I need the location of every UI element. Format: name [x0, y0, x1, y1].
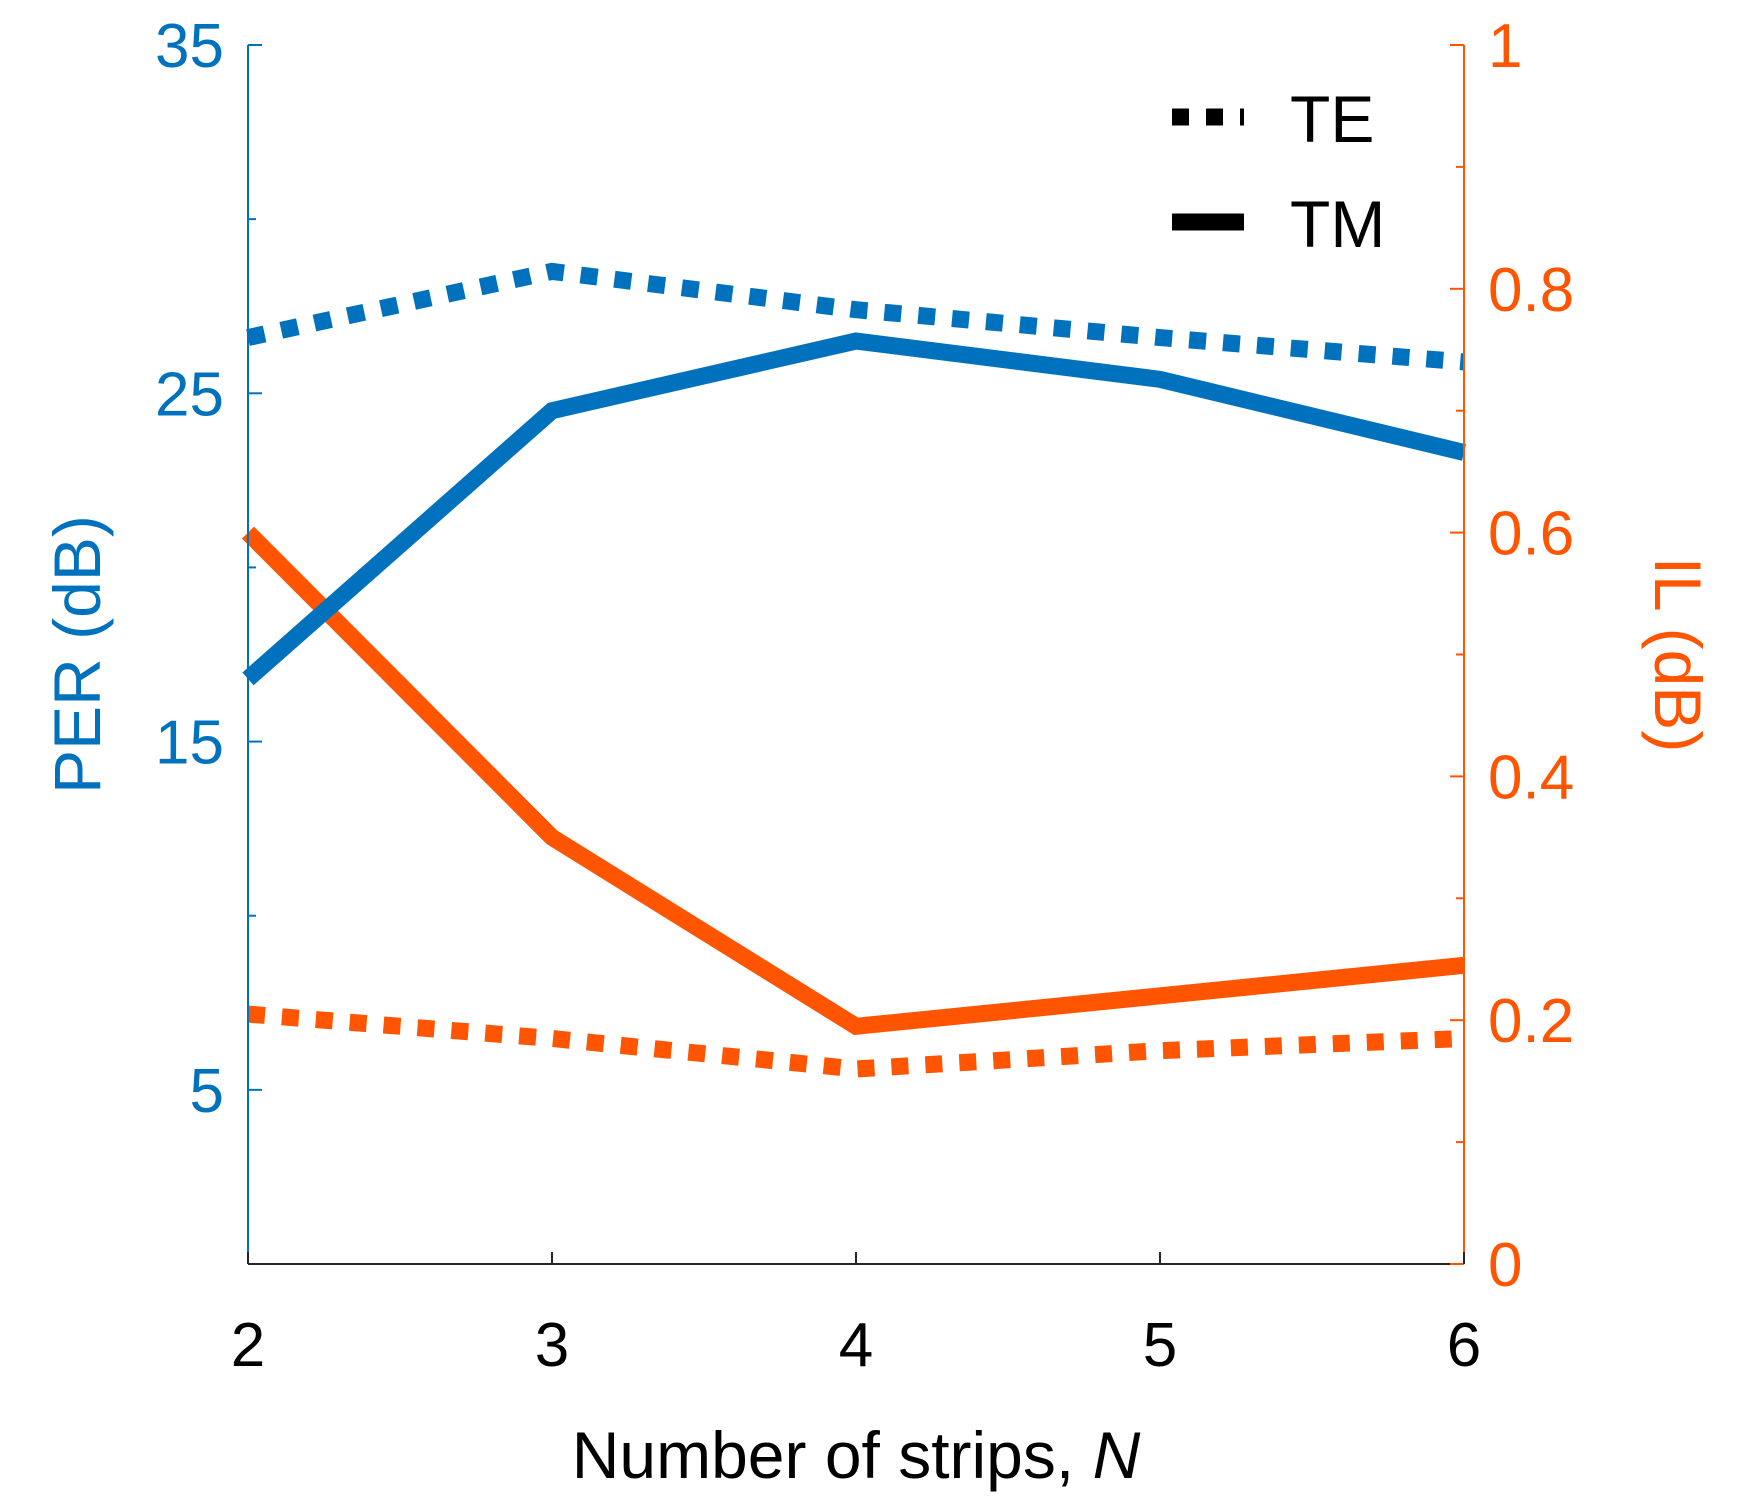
right-tick-label: 0.8 [1488, 256, 1574, 325]
right-tick-label: 1 [1488, 12, 1522, 81]
legend-te-label: TE [1290, 82, 1374, 156]
x-axis-label-text: Number of strips, [572, 1418, 1093, 1492]
right-tick-label: 0.6 [1488, 500, 1574, 569]
x-tick-label: 4 [839, 1311, 873, 1380]
right-tick-label: 0 [1488, 1231, 1522, 1300]
x-axis-label-variable: N [1093, 1418, 1141, 1492]
left-y-axis-label: PER (dB) [40, 515, 114, 794]
legend-tm-label: TM [1290, 187, 1385, 261]
tick-layer: 5 15 25 35 0 0.2 0.4 0.6 0.8 1 2 3 4 5 6 [155, 12, 1574, 1380]
right-y-axis-label: IL (dB) [1641, 557, 1715, 753]
x-tick-label: 5 [1143, 1311, 1177, 1380]
series-layer [241, 262, 1466, 1078]
x-tick-label: 3 [535, 1311, 569, 1380]
left-tick-label: 15 [155, 709, 224, 778]
left-tick-label: 25 [155, 360, 224, 429]
legend: TE TM [1172, 82, 1385, 261]
left-tick-label: 5 [190, 1057, 224, 1126]
x-axis-label: Number of strips, N [572, 1418, 1141, 1492]
left-tick-label: 35 [155, 12, 224, 81]
right-tick-label: 0.4 [1488, 743, 1574, 812]
x-tick-label: 6 [1447, 1311, 1481, 1380]
x-tick-label: 2 [231, 1311, 265, 1380]
right-tick-label: 0.2 [1488, 987, 1574, 1056]
